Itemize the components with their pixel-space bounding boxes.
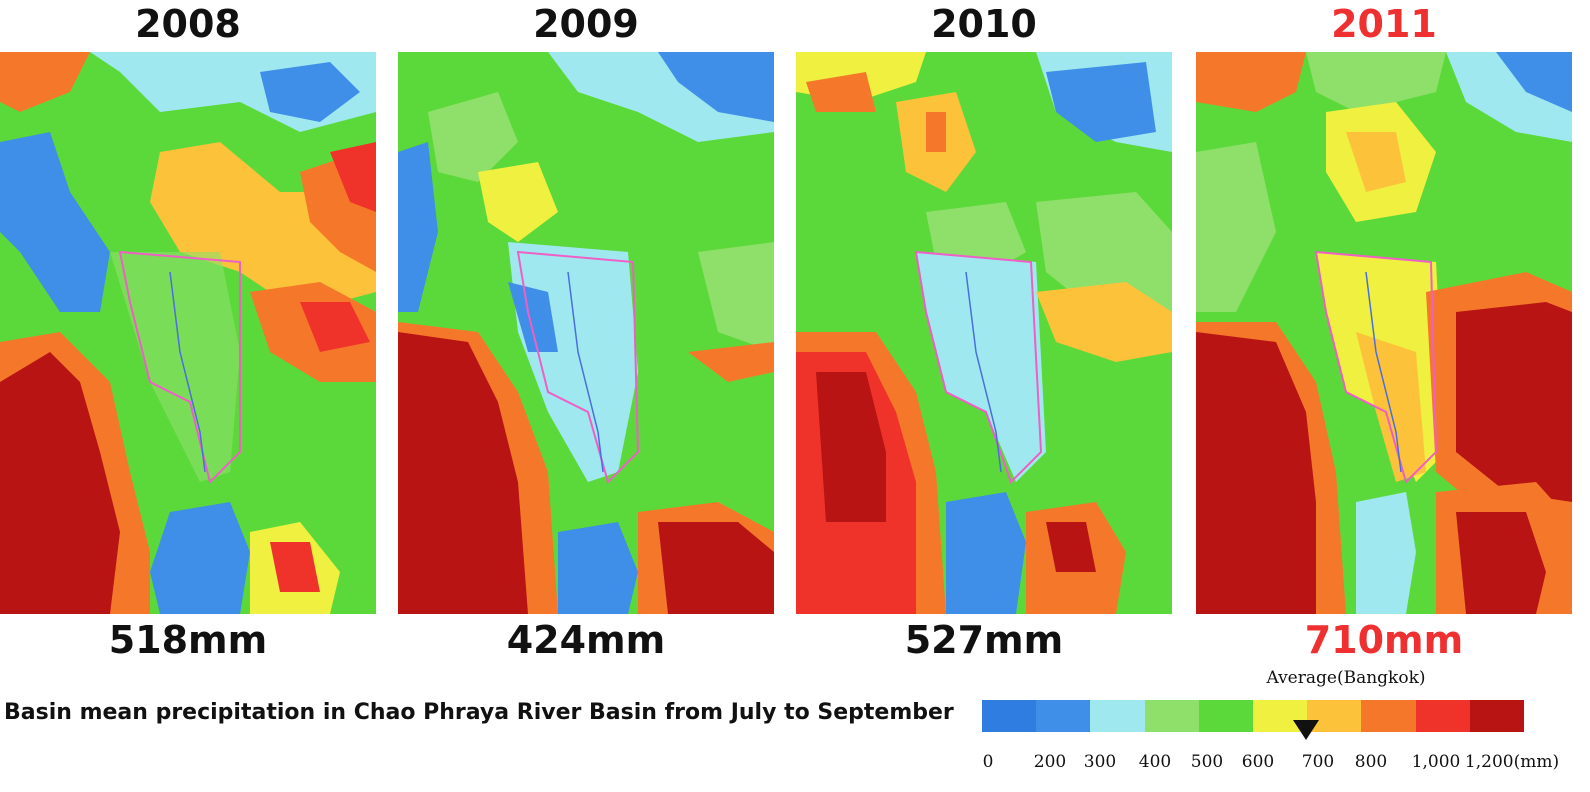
colorbar-swatch	[1469, 700, 1525, 732]
map-panel-2011: 2011 710mm	[1196, 0, 1572, 700]
colorbar-tick-label: 500	[1190, 752, 1224, 772]
precipitation-map-2011	[1196, 52, 1572, 614]
colorbar-swatch	[1036, 700, 1091, 732]
basin-mean-value: 424mm	[506, 618, 666, 662]
colorbar-tick-label: 1,000	[1411, 752, 1461, 772]
basin-mean-value: 710mm	[1304, 618, 1464, 662]
colorbar-swatch	[982, 700, 1037, 732]
colorbar-swatch	[1361, 700, 1416, 732]
average-marker-icon	[1293, 720, 1319, 740]
figure-caption: Basin mean precipitation in Chao Phraya …	[4, 700, 954, 725]
average-marker-label: Average(Bangkok)	[1266, 668, 1426, 688]
precipitation-colorbar	[982, 700, 1525, 732]
colorbar-tick-label: 700	[1301, 752, 1335, 772]
colorbar-swatch	[1415, 700, 1470, 732]
year-label: 2010	[931, 2, 1037, 46]
basin-mean-value: 518mm	[108, 618, 268, 662]
precipitation-map-2008	[0, 52, 376, 614]
colorbar-tick-label: 400	[1138, 752, 1172, 772]
colorbar-tick-label: 800	[1354, 752, 1388, 772]
colorbar-tick-label: 600	[1241, 752, 1275, 772]
colorbar-swatch	[1144, 700, 1199, 732]
precipitation-map-2009	[398, 52, 774, 614]
map-panel-2008: 2008 518mm	[0, 0, 376, 700]
year-label: 2011	[1331, 2, 1437, 46]
colorbar-tick-label: 1,200(mm)	[1464, 752, 1560, 772]
colorbar-swatch	[1090, 700, 1145, 732]
basin-mean-value: 527mm	[904, 618, 1064, 662]
year-label: 2008	[135, 2, 241, 46]
year-label: 2009	[533, 2, 639, 46]
colorbar-tick-label: 0	[982, 752, 994, 772]
map-panel-2010: 2010 527mm	[796, 0, 1172, 700]
colorbar-tick-label: 300	[1083, 752, 1117, 772]
colorbar-tick-label: 200	[1033, 752, 1067, 772]
colorbar-swatch	[1198, 700, 1254, 732]
map-panel-2009: 2009 424mm	[398, 0, 774, 700]
precipitation-map-2010	[796, 52, 1172, 614]
